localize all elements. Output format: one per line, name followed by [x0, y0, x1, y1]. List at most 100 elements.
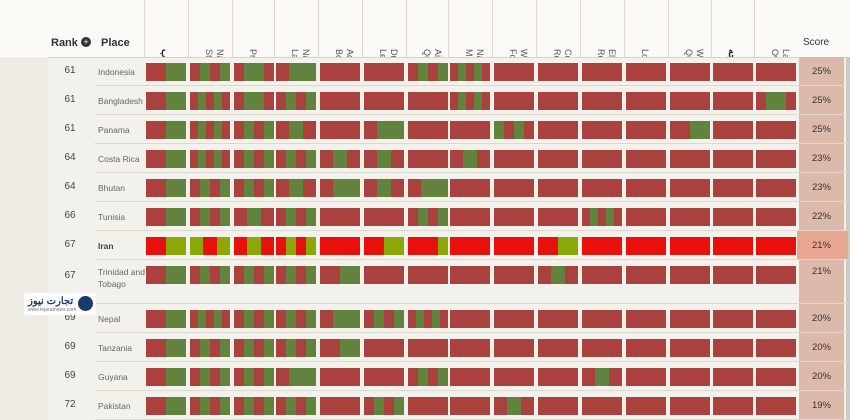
score-cell[interactable] [408, 310, 448, 328]
score-cell[interactable] [538, 63, 578, 81]
score-cell[interactable] [320, 121, 360, 139]
score-cell[interactable] [582, 266, 622, 284]
score-cell[interactable] [450, 150, 490, 168]
score-cell[interactable] [146, 368, 186, 386]
score-cell[interactable] [713, 121, 753, 139]
score-cell[interactable] [538, 310, 578, 328]
score-cell[interactable] [408, 92, 448, 110]
score-cell[interactable] [234, 121, 274, 139]
score-cell[interactable] [713, 339, 753, 357]
score-cell[interactable] [494, 63, 534, 81]
score-cell[interactable] [450, 208, 490, 226]
score-cell[interactable] [234, 208, 274, 226]
score-cell[interactable] [146, 208, 186, 226]
place-link[interactable]: Iran [98, 241, 114, 251]
score-cell[interactable] [450, 397, 490, 415]
score-cell[interactable] [713, 208, 753, 226]
score-cell[interactable] [582, 63, 622, 81]
score-cell[interactable] [670, 121, 710, 139]
score-cell[interactable] [450, 121, 490, 139]
column-header-1[interactable]: National Statistics [188, 0, 233, 57]
score-cell[interactable] [190, 63, 230, 81]
place-header[interactable]: Place [101, 37, 130, 49]
score-cell[interactable] [408, 368, 448, 386]
score-cell[interactable] [408, 266, 448, 284]
score-cell[interactable] [494, 397, 534, 415]
score-cell[interactable] [146, 339, 186, 357]
score-cell[interactable] [146, 179, 186, 197]
score-cell[interactable] [364, 339, 404, 357]
column-header-3[interactable]: National Laws [274, 0, 319, 57]
score-cell[interactable] [146, 92, 186, 110]
score-cell[interactable] [713, 397, 753, 415]
score-cell[interactable] [756, 92, 796, 110]
score-cell[interactable] [276, 310, 316, 328]
score-cell[interactable] [364, 150, 404, 168]
score-cell[interactable] [626, 310, 666, 328]
score-cell[interactable] [756, 121, 796, 139]
score-cell[interactable] [582, 339, 622, 357]
score-cell[interactable] [146, 150, 186, 168]
score-cell[interactable] [670, 150, 710, 168]
column-header-8[interactable]: Weather Forecast [492, 0, 537, 57]
scrollbar-track[interactable] [846, 57, 850, 420]
score-cell[interactable] [190, 310, 230, 328]
score-cell[interactable] [538, 150, 578, 168]
score-cell[interactable] [626, 121, 666, 139]
score-cell[interactable] [146, 121, 186, 139]
table-row[interactable]: 69 Nepal 20% [0, 304, 850, 333]
score-cell[interactable] [670, 63, 710, 81]
column-header-7[interactable]: National Maps [448, 0, 493, 57]
score-cell[interactable] [713, 266, 753, 284]
score-cell[interactable] [408, 339, 448, 357]
score-cell[interactable] [408, 121, 448, 139]
score-cell[interactable] [190, 121, 230, 139]
score-cell[interactable] [190, 339, 230, 357]
column-header-9[interactable]: Company Register [536, 0, 581, 57]
score-cell[interactable] [234, 179, 274, 197]
table-row[interactable]: 61 Bangladesh 25% [0, 86, 850, 115]
score-cell[interactable] [626, 208, 666, 226]
score-cell[interactable] [713, 310, 753, 328]
place-link[interactable]: Panama [98, 125, 130, 135]
score-cell[interactable] [450, 266, 490, 284]
score-cell[interactable] [670, 179, 710, 197]
column-header-0[interactable]: جه مصوب [144, 0, 189, 57]
score-cell[interactable] [146, 63, 186, 81]
score-cell[interactable] [626, 63, 666, 81]
score-cell[interactable] [626, 237, 666, 255]
score-cell[interactable] [670, 368, 710, 386]
score-cell[interactable] [364, 310, 404, 328]
score-cell[interactable] [450, 310, 490, 328]
column-header-11[interactable]: Locations [624, 0, 669, 57]
score-cell[interactable] [234, 266, 274, 284]
score-cell[interactable] [713, 92, 753, 110]
score-cell[interactable] [670, 310, 710, 328]
score-cell[interactable] [234, 310, 274, 328]
score-cell[interactable] [320, 208, 360, 226]
score-cell[interactable] [146, 310, 186, 328]
score-cell[interactable] [756, 339, 796, 357]
score-cell[interactable] [494, 92, 534, 110]
score-cell[interactable] [582, 368, 622, 386]
score-cell[interactable] [713, 368, 753, 386]
sort-icon[interactable]: + [81, 37, 91, 47]
rank-header[interactable]: Rank [51, 37, 78, 49]
score-cell[interactable] [494, 266, 534, 284]
column-header-14[interactable]: Land Ownership [754, 0, 799, 57]
place-link[interactable]: Tunisia [98, 212, 126, 222]
score-cell[interactable] [234, 63, 274, 81]
score-cell[interactable] [276, 208, 316, 226]
score-cell[interactable] [756, 266, 796, 284]
place-link[interactable]: Bhutan [98, 183, 125, 193]
score-cell[interactable] [408, 150, 448, 168]
score-cell[interactable] [364, 63, 404, 81]
score-cell[interactable] [320, 150, 360, 168]
score-cell[interactable] [670, 397, 710, 415]
score-cell[interactable] [364, 397, 404, 415]
score-cell[interactable] [538, 368, 578, 386]
score-header[interactable]: Score [803, 37, 830, 48]
score-cell[interactable] [626, 179, 666, 197]
score-cell[interactable] [450, 63, 490, 81]
score-cell[interactable] [670, 237, 710, 255]
